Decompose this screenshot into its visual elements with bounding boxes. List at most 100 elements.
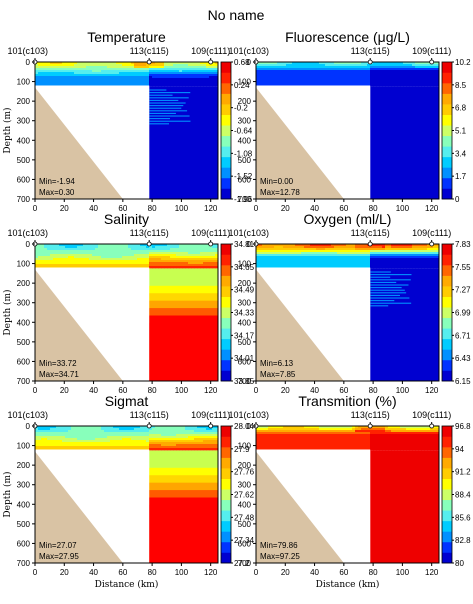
field-cell bbox=[41, 80, 45, 83]
field-cell bbox=[373, 440, 377, 443]
field-cell bbox=[95, 262, 99, 265]
station-label: 113(c115) bbox=[351, 228, 390, 238]
field-cell bbox=[382, 78, 386, 81]
field-cell bbox=[340, 244, 344, 247]
colorbar-swatch bbox=[221, 436, 231, 448]
field-cell bbox=[391, 444, 395, 447]
field-cell bbox=[436, 262, 439, 265]
field-cell bbox=[146, 438, 150, 441]
field-cell bbox=[337, 66, 341, 69]
field-cell bbox=[149, 446, 153, 449]
field-cell bbox=[349, 446, 353, 449]
colorbar-swatch bbox=[442, 62, 452, 73]
field-cell bbox=[433, 78, 437, 81]
field-cell bbox=[412, 436, 416, 439]
x-tick-label: 100 bbox=[175, 204, 189, 213]
field-cell bbox=[382, 266, 386, 269]
field-cell bbox=[271, 448, 275, 451]
field-cell bbox=[152, 446, 156, 449]
field-cell bbox=[370, 256, 374, 259]
field-cell bbox=[322, 432, 326, 435]
field-cell bbox=[268, 68, 272, 71]
field-cell bbox=[74, 250, 78, 253]
field-cell bbox=[188, 436, 192, 439]
field-cell bbox=[200, 244, 204, 247]
field-cell bbox=[385, 64, 389, 67]
field-cell bbox=[41, 436, 45, 439]
field-cell bbox=[65, 62, 69, 65]
field-cell bbox=[352, 72, 356, 75]
field-cell bbox=[86, 438, 90, 441]
field-cell bbox=[86, 78, 90, 81]
field-cell bbox=[65, 258, 69, 261]
field-cell bbox=[179, 78, 183, 81]
field-cell bbox=[268, 78, 272, 81]
field-cell bbox=[325, 444, 329, 447]
field-cell bbox=[59, 444, 63, 447]
field-cell bbox=[95, 84, 99, 87]
field-cell bbox=[104, 260, 108, 263]
field-cell bbox=[209, 82, 213, 85]
field-cell bbox=[313, 266, 317, 269]
field-cell bbox=[86, 448, 90, 451]
field-cell bbox=[131, 62, 135, 65]
field-cell bbox=[161, 254, 165, 257]
field-cell bbox=[203, 84, 207, 87]
field-cell bbox=[128, 442, 132, 445]
field-cell bbox=[101, 426, 105, 429]
field-cell bbox=[167, 72, 171, 75]
field-cell bbox=[283, 442, 287, 445]
field-cell bbox=[265, 68, 269, 71]
field-cell bbox=[53, 82, 57, 85]
field-cell bbox=[274, 62, 278, 65]
colorbar-tick-label: 6.15 bbox=[455, 377, 471, 386]
field-cell bbox=[62, 264, 66, 267]
field-cell bbox=[62, 66, 66, 69]
field-cell bbox=[415, 80, 419, 83]
field-cell bbox=[80, 256, 84, 259]
field-cell bbox=[373, 82, 377, 85]
field-cell bbox=[170, 244, 174, 247]
field-cell bbox=[125, 256, 129, 259]
field-cell bbox=[256, 434, 260, 437]
field-cell bbox=[433, 438, 437, 441]
field-cell bbox=[149, 246, 153, 249]
field-cell bbox=[170, 436, 174, 439]
field-cell bbox=[391, 64, 395, 67]
field-cell bbox=[203, 246, 207, 249]
field-cell bbox=[50, 256, 54, 259]
field-cell bbox=[310, 260, 314, 263]
field-cell bbox=[325, 436, 329, 439]
field-cell bbox=[125, 78, 129, 81]
field-cell bbox=[337, 70, 341, 73]
field-cell bbox=[44, 72, 48, 75]
field-cell bbox=[271, 430, 275, 433]
field-cell bbox=[355, 78, 359, 81]
field-cell bbox=[388, 432, 392, 435]
field-cell bbox=[203, 80, 207, 83]
field-cell bbox=[403, 254, 407, 257]
field-cell bbox=[182, 428, 186, 431]
field-cell bbox=[86, 442, 90, 445]
field-cell bbox=[71, 432, 75, 435]
field-cell bbox=[352, 428, 356, 431]
field-cell bbox=[337, 428, 341, 431]
field-cell bbox=[433, 258, 437, 261]
field-cell bbox=[364, 246, 368, 249]
field-cell bbox=[203, 430, 207, 433]
field-cell bbox=[394, 448, 398, 451]
field-cell bbox=[265, 434, 269, 437]
field-cell bbox=[274, 262, 278, 265]
field-cell bbox=[113, 74, 117, 77]
field-cell bbox=[80, 254, 84, 257]
field-cell bbox=[98, 62, 102, 65]
field-cell bbox=[355, 244, 359, 247]
field-cell bbox=[391, 74, 395, 77]
field-cell bbox=[125, 430, 129, 433]
field-cell bbox=[203, 434, 207, 437]
field-cell bbox=[289, 426, 293, 429]
field-cell bbox=[388, 76, 392, 79]
field-cell bbox=[319, 426, 323, 429]
field-cell bbox=[319, 440, 323, 443]
field-cell bbox=[337, 82, 341, 85]
